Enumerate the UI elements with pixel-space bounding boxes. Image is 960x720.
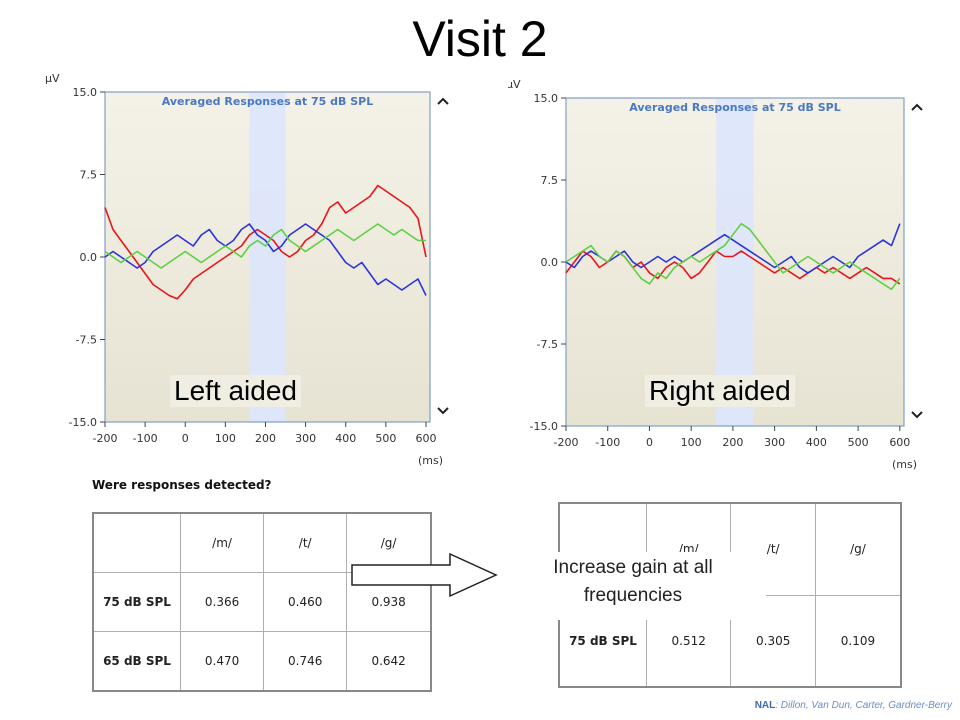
x-tick-label: -100 — [595, 436, 620, 449]
highlight-band — [716, 99, 754, 425]
series-line-1 — [104, 223, 427, 296]
x-tick-label: 300 — [764, 436, 785, 449]
x-tick-label: 100 — [215, 432, 236, 445]
slide-title: Visit 2 — [412, 11, 548, 67]
left-chart: 15.0 7.5 0.0 -7.5 -15.0 -200 -100 0 100 200 300 400… — [45, 72, 449, 467]
x-tick-label: 200 — [255, 432, 276, 445]
x-tick-label: 500 — [848, 436, 869, 449]
credits-authors: : Dillon, Van Dun, Carter, Gardner-Berry — [775, 700, 952, 711]
series-line-2 — [104, 223, 426, 269]
credits: NAL: Dillon, Van Dun, Carter, Gardner-Be… — [755, 700, 952, 711]
x-tick-label: 100 — [681, 436, 702, 449]
annotation-line-2: frequencies — [583, 585, 683, 606]
x-tick-label: 0 — [182, 432, 189, 445]
scroll-down-icon — [911, 411, 923, 419]
chart-title: Averaged Responses at 75 dB SPL — [162, 95, 374, 108]
table-header-row: /m/ /t/ /g/ — [92, 512, 432, 574]
y-tick-label: 7.5 — [80, 169, 98, 182]
x-tick-label: 200 — [722, 436, 743, 449]
x-axis-label: (ms) — [418, 454, 443, 467]
chart-title: Averaged Responses at 75 dB SPL — [629, 101, 841, 114]
y-tick-label: -7.5 — [537, 338, 558, 351]
x-axis-label: (ms) — [892, 458, 917, 471]
cell-value: 0.746 — [263, 630, 348, 692]
table-row: 65 dB SPL 0.470 0.746 0.642 — [92, 630, 432, 692]
y-axis-label: µV — [508, 78, 521, 91]
x-tick-label: -100 — [133, 432, 158, 445]
highlight-band — [249, 93, 286, 421]
y-tick-label: -15.0 — [69, 416, 97, 429]
x-tick-label: 0 — [646, 436, 653, 449]
cell-value: 0.470 — [179, 630, 265, 692]
x-tick-label: -200 — [554, 436, 579, 449]
y-axis-label: µV — [45, 72, 60, 85]
cell-value: 0.109 — [814, 594, 902, 688]
credits-org: NAL — [754, 700, 776, 711]
left-detection-table: /m/ /t/ /g/ 75 dB SPL 0.366 0.460 0.938 … — [92, 512, 432, 692]
cell-value: 0.642 — [346, 630, 432, 692]
x-tick-label: 500 — [375, 432, 396, 445]
detection-question: Were responses detected? — [92, 478, 272, 492]
left-chart-caption: Left aided — [170, 375, 301, 407]
row-label: 65 dB SPL — [92, 630, 181, 692]
annotation-line-1: Increase gain at all — [553, 557, 713, 578]
x-tick-label: 600 — [415, 432, 436, 445]
right-chart-caption: Right aided — [645, 375, 795, 407]
header-g: /g/ — [814, 502, 902, 596]
x-tick-label: 400 — [335, 432, 356, 445]
y-tick-label: 15.0 — [73, 86, 98, 99]
scroll-down-icon — [437, 407, 449, 415]
x-tick-label: -200 — [93, 432, 118, 445]
y-tick-label: -7.5 — [76, 334, 97, 347]
annotation-box: Increase gain at all frequencies — [500, 552, 766, 620]
header-g: /g/ — [346, 512, 432, 574]
scroll-up-icon — [437, 97, 449, 105]
cell-value: 0.460 — [263, 572, 348, 632]
series-line-1 — [565, 223, 901, 274]
x-tick-label: 300 — [295, 432, 316, 445]
series-line-0 — [104, 184, 427, 300]
arrow-shape — [351, 552, 498, 598]
series-line-2 — [565, 222, 901, 291]
row-label: 75 dB SPL — [92, 572, 181, 632]
header-m: /m/ — [179, 512, 265, 574]
y-tick-label: 0.0 — [80, 251, 98, 264]
y-tick-label: 0.0 — [541, 256, 559, 269]
x-tick-label: 600 — [889, 436, 910, 449]
header-t: /t/ — [263, 512, 348, 574]
y-tick-label: -15.0 — [530, 420, 558, 433]
scroll-up-icon — [911, 103, 923, 111]
right-arrow — [351, 552, 498, 598]
right-chart: 15.0 7.5 0.0 -7.5 -15.0 -200 -100 0 100 200 300 400… — [508, 78, 923, 471]
empty-cell — [92, 512, 181, 574]
y-tick-label: 7.5 — [541, 174, 559, 187]
x-tick-label: 400 — [806, 436, 827, 449]
y-tick-label: 15.0 — [534, 92, 559, 105]
cell-value: 0.366 — [179, 572, 265, 632]
